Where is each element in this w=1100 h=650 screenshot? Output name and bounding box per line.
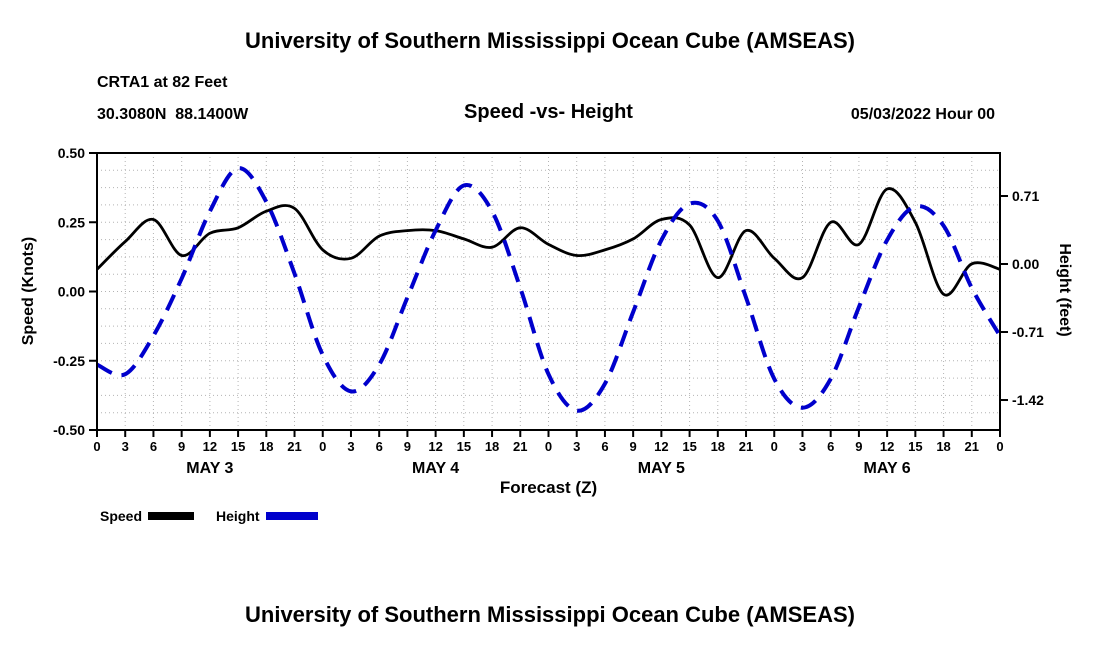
hour-tick-label: 3 xyxy=(799,439,806,454)
hour-tick-label: 0 xyxy=(319,439,326,454)
hour-tick-label: 3 xyxy=(573,439,580,454)
left-tick-label: -0.25 xyxy=(53,353,85,369)
hour-tick-label: 6 xyxy=(601,439,608,454)
height-line xyxy=(97,166,1000,413)
day-label: MAY 6 xyxy=(864,460,911,477)
hour-tick-label: 9 xyxy=(178,439,185,454)
hour-tick-label: 3 xyxy=(347,439,354,454)
hour-tick-label: 21 xyxy=(513,439,527,454)
main-title: University of Southern Mississippi Ocean… xyxy=(245,28,855,53)
hour-tick-label: 21 xyxy=(287,439,301,454)
hour-tick-label: 6 xyxy=(376,439,383,454)
x-axis-label: Forecast (Z) xyxy=(499,478,598,497)
hour-tick-label: 18 xyxy=(485,439,499,454)
hour-tick-label: 21 xyxy=(739,439,753,454)
left-tick-label: -0.50 xyxy=(53,422,85,438)
hour-tick-label: 0 xyxy=(545,439,552,454)
day-label: MAY 3 xyxy=(186,460,233,477)
hour-tick-label: 12 xyxy=(654,439,668,454)
legend: Speed Height xyxy=(100,508,318,524)
hour-tick-label: 18 xyxy=(711,439,725,454)
right-tick-label: -0.71 xyxy=(1012,324,1044,340)
hour-tick-label: 15 xyxy=(682,439,696,454)
hour-tick-label: 9 xyxy=(630,439,637,454)
day-label: MAY 5 xyxy=(638,460,685,477)
hour-tick-label: 12 xyxy=(428,439,442,454)
legend-speed-label: Speed xyxy=(100,508,143,524)
left-tick-label: 0.25 xyxy=(58,214,85,230)
hour-tick-label: 0 xyxy=(93,439,100,454)
hour-tick-label: 12 xyxy=(203,439,217,454)
hour-tick-label: 21 xyxy=(965,439,979,454)
station-label: CRTA1 at 82 Feet xyxy=(97,74,228,91)
hour-tick-label: 0 xyxy=(996,439,1003,454)
legend-speed-swatch xyxy=(148,512,195,520)
right-tick-label: -1.42 xyxy=(1012,392,1044,408)
hour-tick-label: 9 xyxy=(404,439,411,454)
left-tick-label: 0.00 xyxy=(58,284,85,300)
hour-tick-label: 15 xyxy=(457,439,471,454)
right-tick-label: 0.00 xyxy=(1012,256,1039,272)
hour-tick-label: 9 xyxy=(855,439,862,454)
left-tick-label: 0.50 xyxy=(58,145,85,161)
speed-line xyxy=(97,187,1000,297)
forecast-datetime: 05/03/2022 Hour 00 xyxy=(850,106,995,123)
hour-tick-label: 18 xyxy=(936,439,950,454)
day-label: MAY 4 xyxy=(412,460,459,477)
hour-tick-label: 0 xyxy=(771,439,778,454)
hour-tick-label: 6 xyxy=(150,439,157,454)
legend-height-swatch xyxy=(265,512,318,520)
hour-tick-label: 18 xyxy=(259,439,273,454)
hour-tick-label: 12 xyxy=(880,439,894,454)
chart-subtitle: Speed -vs- Height xyxy=(464,101,633,123)
hour-tick-label: 15 xyxy=(908,439,922,454)
footer-title: University of Southern Mississippi Ocean… xyxy=(245,602,855,627)
hour-tick-label: 6 xyxy=(827,439,834,454)
hour-tick-label: 3 xyxy=(122,439,129,454)
right-tick-label: 0.71 xyxy=(1012,188,1039,204)
legend-height-label: Height xyxy=(216,508,260,524)
hour-tick-label: 15 xyxy=(231,439,245,454)
station-coordinates: 30.3080N 88.1400W xyxy=(97,106,249,123)
